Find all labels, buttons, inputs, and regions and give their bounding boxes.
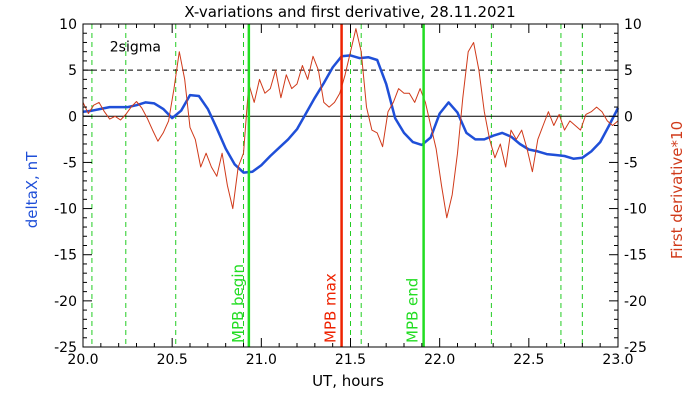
right-y-axis-label: First derivative*10 <box>668 121 686 259</box>
series-line-derivative <box>82 28 619 219</box>
y-tick-label-left: 0 <box>68 109 77 125</box>
marker-label: MPB end <box>404 278 422 343</box>
marker-label: MPB begin <box>229 264 247 343</box>
y-tick-label-left: -20 <box>54 294 77 310</box>
x-axis-label: UT, hours <box>312 372 384 390</box>
y-tick-label-right: -5 <box>624 155 638 171</box>
y-tick-label-left: -25 <box>54 340 77 356</box>
y-tick-label-right: -10 <box>624 202 647 218</box>
y-tick-label-left: -5 <box>63 155 77 171</box>
x-tick-label: 20.0 <box>67 352 98 368</box>
marker-label: MPB max <box>322 273 340 343</box>
y-tick-label-left: -15 <box>54 248 77 264</box>
y-tick-label-right: 5 <box>624 63 633 79</box>
x-tick-label: 22.5 <box>513 352 544 368</box>
y-tick-label-right: -15 <box>624 248 647 264</box>
plot-area: 2sigma MPB begin MPB max MPB end <box>82 24 620 347</box>
two-sigma-label: 2sigma <box>110 40 161 56</box>
y-tick-label-left: -10 <box>54 202 77 218</box>
y-tick-label-right: 0 <box>624 109 633 125</box>
series-line-deltaX <box>82 54 620 174</box>
x-tick-label: 21.0 <box>246 352 277 368</box>
left-y-axis-label: deltaX, nT <box>23 151 41 228</box>
x-tick-label: 22.0 <box>424 352 455 368</box>
y-tick-label-left: 5 <box>68 63 77 79</box>
y-tick-label-right: -20 <box>624 294 647 310</box>
axes: 20.0 20.5 21.0 21.5 22.0 22.5 23.0 10 10 5 5 0 0 -5 -5… <box>54 17 647 368</box>
y-tick-label-left: 10 <box>59 17 77 33</box>
y-tick-label-right: -25 <box>624 340 647 356</box>
x-tick-label: 23.0 <box>602 352 633 368</box>
y-tick-label-right: 10 <box>624 17 642 33</box>
x-tick-label: 20.5 <box>157 352 188 368</box>
x-tick-label: 21.5 <box>335 352 366 368</box>
chart-title: X-variations and first derivative, 28.11… <box>184 3 515 21</box>
